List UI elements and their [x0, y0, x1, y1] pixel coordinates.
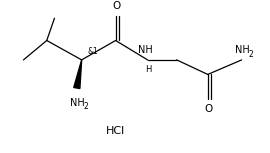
Polygon shape	[74, 60, 82, 89]
Text: HCl: HCl	[106, 126, 125, 136]
Text: &1: &1	[87, 47, 98, 56]
Text: O: O	[205, 104, 213, 114]
Text: NH: NH	[235, 45, 250, 55]
Text: O: O	[112, 1, 121, 11]
Text: H: H	[145, 65, 152, 74]
Text: 2: 2	[83, 102, 88, 111]
Text: 2: 2	[248, 50, 253, 59]
Text: NH: NH	[70, 98, 85, 108]
Text: NH: NH	[138, 45, 153, 55]
